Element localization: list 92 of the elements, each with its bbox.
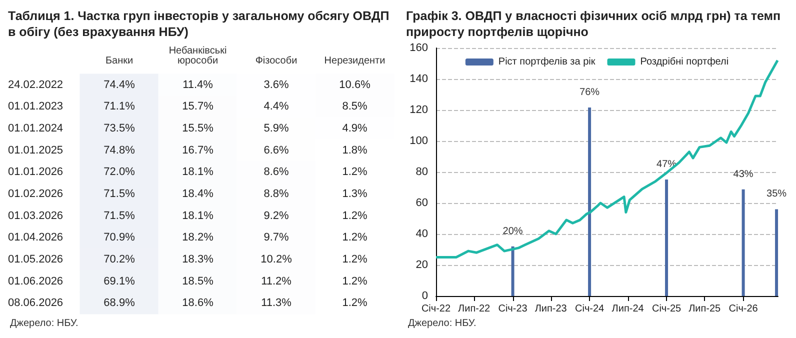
data-label: 76% bbox=[580, 87, 600, 98]
x-tick-label: Лип-24 bbox=[612, 304, 644, 314]
data-label: 71.1% bbox=[104, 100, 136, 113]
data-label: 4.9% bbox=[342, 122, 368, 135]
chart-title: Таблиця 1. Частка груп інвесторів у загальному обсягу ОВДП в обігу (без врахування НБУ) bbox=[7, 8, 390, 40]
data-label: 18.4% bbox=[182, 188, 214, 200]
x-tick-label: Фізособи bbox=[255, 56, 298, 66]
y-tick-label: 20 bbox=[416, 259, 428, 271]
y-tick-label: 01.05.2026 bbox=[8, 253, 64, 266]
x-tick-label: Січ-25 bbox=[652, 304, 682, 314]
data-label: 9.7% bbox=[264, 232, 289, 244]
data-label: 1.2% bbox=[342, 166, 368, 178]
legend-label: Ріст портфелів за рік bbox=[498, 56, 596, 68]
data-label: 8.5% bbox=[342, 100, 368, 113]
data-label: 1.2% bbox=[342, 232, 368, 244]
y-tick-label: 140 bbox=[410, 73, 428, 85]
data-label: 18.2% bbox=[182, 232, 214, 244]
y-tick-label: 160 bbox=[410, 42, 428, 54]
data-label: 20% bbox=[502, 226, 523, 237]
data-label: 43% bbox=[733, 168, 754, 180]
data-label: 35% bbox=[766, 188, 787, 200]
bar bbox=[588, 108, 592, 296]
data-label: 11.2% bbox=[261, 275, 292, 288]
data-label: 6.6% bbox=[264, 144, 289, 156]
data-label: 8.8% bbox=[264, 188, 289, 200]
y-tick-label: 40 bbox=[416, 228, 428, 240]
bar bbox=[742, 189, 745, 296]
data-label: 71.5% bbox=[104, 188, 136, 200]
data-label: 71.5% bbox=[104, 210, 136, 222]
data-label: 18.3% bbox=[182, 253, 214, 266]
data-label: 9.2% bbox=[264, 210, 289, 222]
data-label: 10.6% bbox=[339, 78, 371, 91]
y-tick-label: 0 bbox=[422, 290, 428, 302]
data-label: 1.2% bbox=[342, 275, 368, 288]
bar bbox=[775, 209, 778, 296]
y-tick-label: 01.01.2024 bbox=[8, 122, 64, 135]
y-tick-label: 01.06.2026 bbox=[8, 275, 64, 288]
data-label: 18.5% bbox=[182, 275, 214, 288]
x-tick-label: Лип-22 bbox=[458, 304, 491, 314]
y-tick-label: 01.01.2025 bbox=[8, 144, 64, 156]
y-tick-label: 80 bbox=[416, 166, 428, 178]
x-tick-label: Небанківські юрособи bbox=[168, 46, 227, 66]
bar bbox=[511, 246, 514, 296]
data-label: 69.1% bbox=[104, 275, 136, 288]
data-label: 18.6% bbox=[182, 297, 214, 310]
x-tick-label: Січ-26 bbox=[728, 304, 758, 314]
x-tick-label: Лип-25 bbox=[688, 304, 722, 314]
data-label: 74.8% bbox=[104, 144, 136, 156]
data-label: 1.2% bbox=[342, 210, 368, 222]
data-label: 68.9% bbox=[104, 297, 136, 310]
text: Джерело: НБУ. bbox=[407, 318, 478, 331]
data-label: 1.2% bbox=[342, 297, 368, 310]
data-label: 70.9% bbox=[104, 232, 136, 244]
x-tick-label: Нерезиденти bbox=[324, 56, 386, 66]
y-tick-label: 100 bbox=[410, 135, 428, 147]
data-label: 10.2% bbox=[260, 253, 292, 266]
x-tick-label: Січ-22 bbox=[421, 304, 451, 314]
data-label: 1.3% bbox=[342, 188, 368, 200]
data-label: 18.1% bbox=[182, 210, 214, 222]
data-label: 3.6% bbox=[264, 78, 289, 91]
data-label: 1.8% bbox=[342, 144, 368, 156]
x-tick-label: Січ-23 bbox=[498, 304, 528, 314]
data-label: 11.3% bbox=[261, 297, 292, 310]
y-tick-label: 01.04.2026 bbox=[8, 232, 64, 244]
data-label: 5.9% bbox=[264, 122, 289, 135]
data-label: 15.5% bbox=[182, 122, 214, 135]
x-tick-label: Січ-24 bbox=[574, 304, 605, 314]
data-label: 16.7% bbox=[182, 144, 214, 156]
y-tick-label: 01.01.2026 bbox=[8, 166, 64, 178]
y-tick-label: 01.03.2026 bbox=[8, 210, 64, 222]
data-label: 15.7% bbox=[182, 100, 214, 113]
y-tick-label: 120 bbox=[410, 104, 428, 116]
text: Джерело: НБУ. bbox=[9, 318, 80, 331]
y-tick-label: 08.06.2026 bbox=[8, 297, 64, 310]
x-tick-label: Лип-23 bbox=[534, 304, 568, 314]
bar bbox=[665, 179, 668, 296]
legend-label: Роздрібні портфелі bbox=[640, 56, 729, 68]
data-label: 18.1% bbox=[182, 166, 214, 178]
y-tick-label: 24.02.2022 bbox=[8, 78, 64, 91]
y-tick-label: 01.01.2023 bbox=[8, 100, 64, 113]
data-label: 11.4% bbox=[182, 78, 214, 91]
chart-title: Графік 3. ОВДП у власності фізичних осіб млрд грн) та темп приросту портфелів щорічно bbox=[405, 8, 782, 40]
data-label: 1.2% bbox=[342, 253, 368, 266]
data-label: 70.2% bbox=[104, 253, 136, 266]
data-label: 72.0% bbox=[104, 166, 136, 178]
data-label: 73.5% bbox=[104, 122, 136, 135]
data-label: 8.6% bbox=[264, 166, 289, 178]
y-tick-label: 01.02.2026 bbox=[8, 188, 64, 200]
x-tick-label: Банки bbox=[105, 56, 134, 66]
data-label: 4.4% bbox=[264, 100, 289, 113]
y-tick-label: 60 bbox=[416, 197, 428, 209]
data-label: 74.4% bbox=[104, 78, 136, 91]
